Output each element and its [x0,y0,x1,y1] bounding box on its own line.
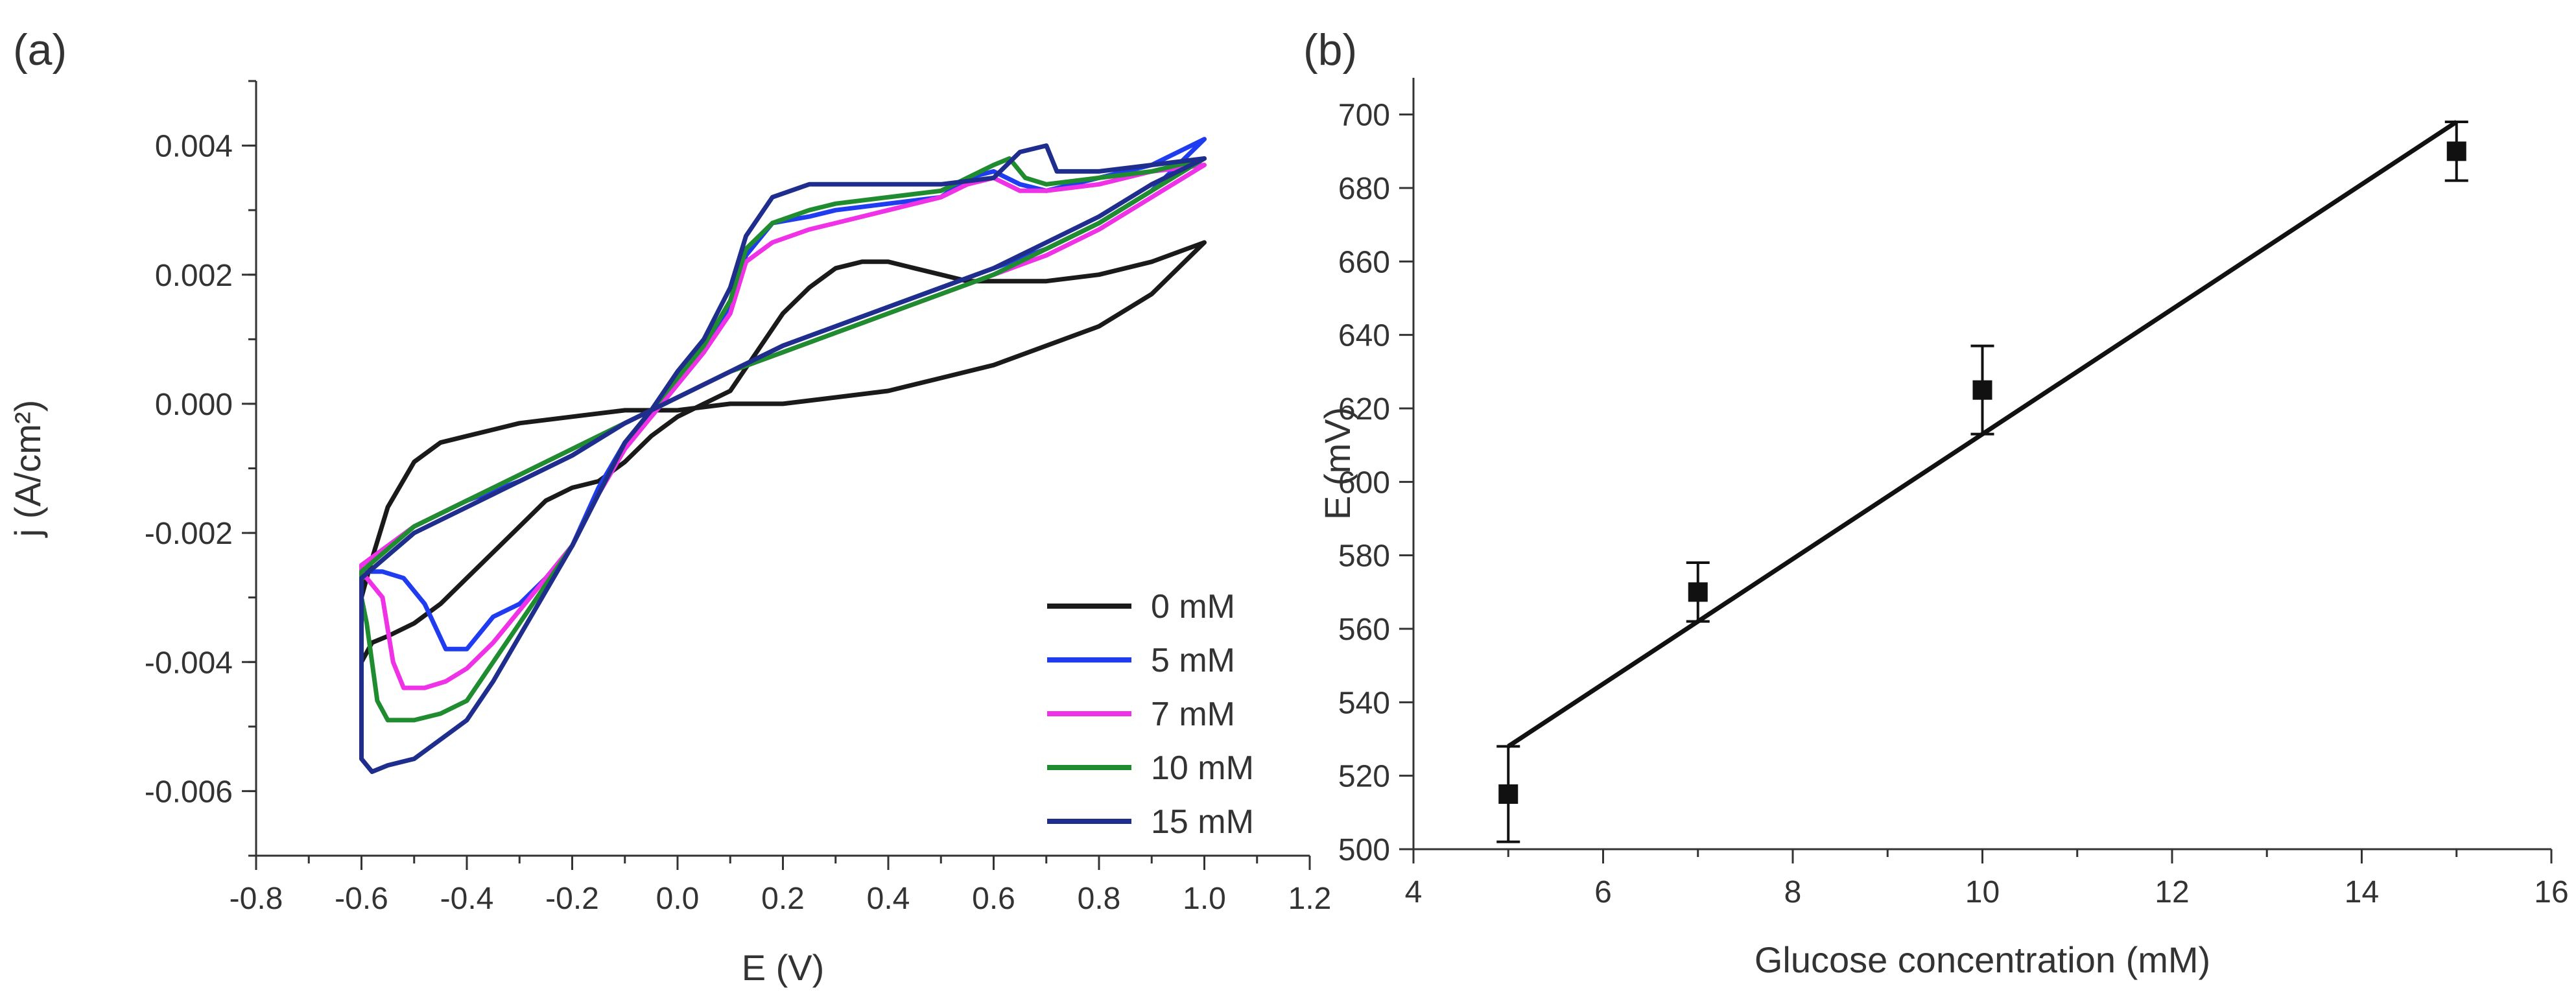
panel-b-x-tick-label: 8 [1784,875,1802,909]
legend-label-15-mm: 15 mM [1151,803,1254,841]
panel-b-x-tick-label: 12 [2155,875,2189,909]
panel-a-x-tick-label: -0.4 [440,882,494,916]
panel-a-y-tick-label: -0.002 [145,517,233,551]
panel-a-y-tick-label: 0.000 [155,388,233,422]
panel-a-x-tick-label: 0.6 [972,882,1015,916]
panel-b-y-tick-label: 600 [1338,465,1390,500]
panel-b-y-tick-label: 680 [1338,172,1390,206]
panel-b-x-tick-label: 16 [2534,875,2568,909]
panel-b-y-tick-label: 620 [1338,392,1390,427]
cv-curve-15-mm [359,143,1207,774]
panel-a-y-tick-label: -0.004 [145,646,233,680]
panel-a-label: (a) [13,25,67,75]
panel-a-x-tick-label: 0.8 [1078,882,1121,916]
panel-a-x-tick-label: -0.6 [335,882,388,916]
panel-a-chart: -0.8 -0.6 -0.4 -0.2 0.0 0.2 0.4 0.6 0.8 1.0 1.2 0.0… [7,80,1332,988]
panel-b-x-tick-label: 10 [1965,875,2000,909]
panel-a-x-tick-label: 0.4 [867,882,910,916]
panel-b-y-tick-label: 520 [1338,760,1390,794]
data-point [2446,141,2466,161]
legend-label-7-mm: 7 mM [1151,696,1235,733]
panel-a-x-tick-label: 0.2 [761,882,805,916]
panel-b-y-tick-label: 660 [1338,245,1390,279]
panel-a-y-tick-label: 0.004 [155,130,233,164]
panel-a-x-tick-label: 0.0 [656,882,700,916]
legend-label-10-mm: 10 mM [1151,749,1254,787]
panel-b-x-tick-label: 14 [2345,875,2379,909]
panel-b-chart: 4 6 8 10 12 14 16 500 520 540 560 580 600 620 640 660 68… [1317,78,2569,980]
panel-a-x-tick-label: -0.2 [545,882,599,916]
panel-b-y-tick-label: 640 [1338,319,1390,353]
panel-b-x-tick-label: 4 [1405,875,1423,909]
panel-b-y-tick-label: 580 [1338,539,1390,574]
panel-b-y-tick-label: 500 [1338,833,1390,867]
panel-a-x-tick-label: 1.0 [1183,882,1226,916]
legend-label-0-mm: 0 mM [1151,588,1235,626]
data-point [1688,582,1708,602]
panel-b-x-tick-label: 6 [1594,875,1612,909]
data-point [1498,784,1518,804]
data-point [1972,380,1992,400]
panel-a-x-tick-label: -0.8 [230,882,283,916]
legend-label-5-mm: 5 mM [1151,642,1235,679]
panel-b-label: (b) [1303,25,1357,75]
panel-a-y-tick-label: 0.002 [155,259,233,293]
panel-b-y-tick-label: 540 [1338,686,1390,720]
panel-a-y-tick-label: -0.006 [145,775,233,809]
panel-a-y-axis-title: j (A/cm²) [7,400,48,539]
panel-b-x-axis-title: Glucose concentration (mM) [1755,939,2210,980]
panel-b-y-tick-label: 560 [1338,613,1390,647]
panel-b-y-tick-label: 700 [1338,99,1390,133]
panel-a-x-tick-label: 1.2 [1288,882,1332,916]
panel-a-x-axis-title: E (V) [742,947,825,988]
panel-b-y-axis-title: E (mV) [1317,407,1358,520]
